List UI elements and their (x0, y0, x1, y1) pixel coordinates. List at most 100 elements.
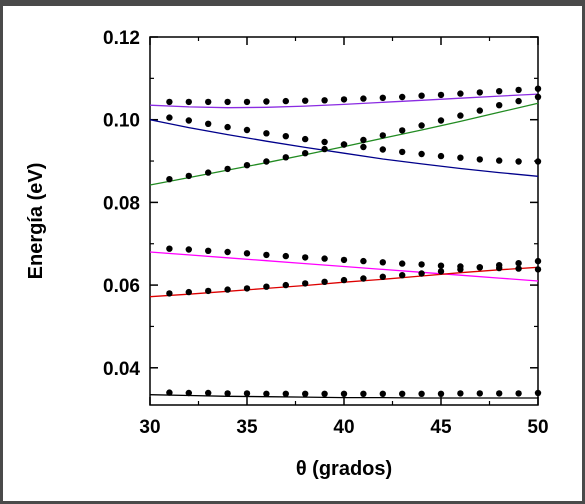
x-tick-label: 30 (139, 417, 160, 438)
data-point-series-3 (340, 141, 348, 148)
data-point-series-6 (515, 390, 522, 397)
data-point-series-3 (224, 123, 231, 131)
data-point-series-2 (224, 165, 231, 173)
data-point-series-3 (321, 138, 328, 146)
data-point-series-5 (534, 257, 542, 265)
data-point-series-2 (205, 169, 212, 176)
data-point-series-6 (321, 390, 328, 397)
data-point-series-1 (379, 94, 386, 102)
data-point-series-5 (302, 280, 309, 287)
data-point-series-2 (185, 172, 192, 180)
data-point-series-2 (302, 150, 309, 157)
data-point-series-5 (379, 273, 386, 280)
data-point-series-3 (399, 148, 406, 156)
series-lines-group (149, 93, 539, 399)
y-tick-label: 0.12 (103, 28, 140, 49)
data-point-series-3 (166, 114, 173, 121)
data-point-series-6 (282, 390, 289, 397)
model-line-1 (149, 93, 539, 109)
data-point-series-6 (263, 390, 270, 397)
data-point-series-6 (496, 390, 503, 397)
data-point-series-5 (418, 270, 425, 277)
data-point-series-3 (496, 157, 503, 164)
y-tick-label: 0.10 (103, 111, 140, 132)
data-point-series-5 (185, 288, 192, 296)
data-point-series-1 (534, 85, 542, 92)
tick-labels-group: 30 35 40 45 50 0.04 0.06 0.08 0.10 0.12 (103, 28, 549, 438)
data-point-series-3 (418, 150, 425, 158)
data-point-series-2 (399, 127, 406, 134)
data-point-series-2 (360, 136, 367, 144)
data-point-series-4 (302, 254, 309, 261)
data-point-series-5 (496, 262, 503, 269)
data-point-series-4 (418, 261, 425, 268)
data-point-series-3 (534, 158, 542, 165)
data-point-series-2 (476, 107, 483, 114)
data-point-series-2 (379, 132, 386, 139)
data-point-series-5 (205, 287, 212, 295)
data-point-series-6 (302, 390, 309, 397)
data-point-series-3 (515, 158, 522, 165)
data-point-series-4 (379, 259, 386, 266)
data-point-series-5 (360, 275, 367, 282)
data-point-series-3 (437, 152, 445, 160)
data-point-series-4 (515, 265, 522, 272)
data-point-series-6 (437, 390, 445, 397)
data-point-series-4 (243, 250, 251, 257)
model-line-6 (149, 394, 538, 399)
x-tick-label: 50 (527, 417, 548, 438)
data-point-series-2 (282, 154, 289, 161)
data-point-series-5 (282, 281, 289, 289)
data-point-series-4 (360, 257, 367, 265)
data-point-series-4 (205, 247, 212, 254)
data-point-series-1 (321, 97, 328, 104)
data-point-series-6 (185, 389, 192, 397)
data-point-series-2 (515, 97, 522, 105)
data-point-series-1 (399, 93, 406, 101)
data-point-series-1 (185, 98, 192, 106)
data-point-series-4 (185, 246, 192, 253)
data-point-series-2 (263, 158, 270, 165)
model-line-4 (149, 251, 539, 282)
x-tick-label: 35 (236, 417, 258, 438)
data-point-series-4 (263, 251, 270, 259)
data-point-series-2 (166, 176, 173, 183)
data-point-series-5 (476, 264, 483, 271)
data-point-series-6 (224, 390, 231, 397)
data-point-series-6 (243, 390, 251, 397)
model-line-3 (149, 119, 539, 177)
data-point-series-2 (321, 145, 328, 153)
series-points-group (166, 85, 542, 397)
data-point-series-6 (534, 389, 542, 397)
data-point-series-1 (340, 96, 348, 103)
data-point-series-6 (476, 390, 483, 397)
y-axis-label: Energía (eV) (25, 163, 47, 280)
data-point-series-3 (379, 146, 386, 153)
data-point-series-1 (418, 92, 425, 99)
data-point-series-3 (205, 120, 212, 128)
x-axis-label: θ (grados) (296, 458, 392, 480)
data-point-series-5 (437, 268, 445, 275)
data-point-series-6 (418, 390, 425, 397)
x-tick-label: 45 (430, 417, 452, 438)
data-point-series-5 (224, 286, 231, 293)
data-point-series-5 (457, 266, 464, 273)
y-tick-label: 0.04 (103, 359, 140, 380)
data-point-series-1 (360, 95, 367, 102)
data-point-series-1 (515, 86, 522, 94)
data-point-series-5 (399, 272, 406, 279)
data-point-series-3 (457, 154, 464, 161)
data-point-series-1 (166, 98, 173, 106)
data-point-series-5 (321, 278, 328, 285)
data-point-series-6 (457, 390, 464, 397)
x-tick-label: 40 (333, 417, 354, 438)
data-point-series-5 (340, 276, 348, 284)
data-point-series-3 (243, 126, 251, 134)
data-point-series-4 (166, 245, 173, 252)
data-point-series-6 (399, 390, 406, 397)
data-point-series-4 (399, 260, 406, 267)
data-point-series-2 (243, 162, 251, 169)
data-point-series-4 (534, 266, 542, 273)
